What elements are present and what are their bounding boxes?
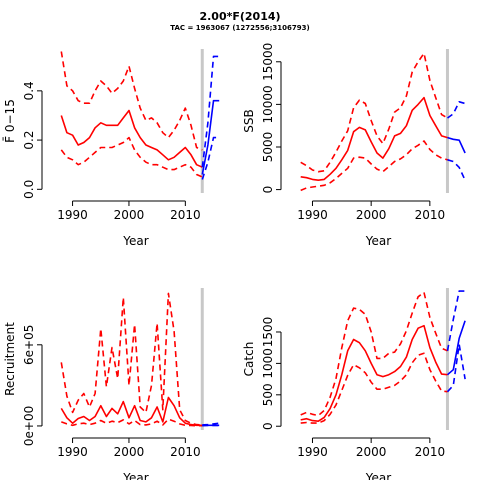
y-axis-label: Recruitment (3, 322, 17, 396)
x-tick-label: 2000 (114, 445, 145, 459)
series-hist-upper (60, 292, 203, 426)
y-tick-label: 0.2 (22, 131, 36, 150)
x-tick-label: 2010 (415, 208, 446, 222)
panel-recruitment: 1990 2000 2010 0e+00 6e+05 Year Recruitment (3, 288, 220, 480)
y-tick-label: 0.4 (22, 81, 36, 100)
x-tick-label: 2010 (170, 445, 201, 459)
series-proj-lower (447, 159, 466, 181)
y-axis-label: SSB (242, 109, 256, 132)
x-axis-label: Year (365, 471, 391, 480)
series-hist-lower (300, 140, 448, 192)
y-tick-label: 0.0 (22, 180, 36, 199)
series-hist-median (60, 109, 203, 168)
panel-ssb: 1990 2000 2010 0 5000 10000 15000 Year SSB (242, 43, 466, 248)
series-hist-median (300, 324, 448, 423)
y-tick-label: 0e+00 (22, 406, 36, 446)
series-proj-lower (446, 343, 466, 393)
series-proj-median (446, 320, 466, 376)
y-tick-label: 0 (261, 422, 275, 430)
x-axis-label: Year (122, 471, 148, 480)
x-axis-label: Year (365, 234, 391, 248)
y-tick-label: 15000 (261, 43, 275, 81)
y-tick-label: 500 (261, 383, 275, 406)
series-proj-upper (201, 55, 220, 168)
series-hist-lower (60, 136, 203, 178)
series-hist-upper (60, 51, 203, 151)
series-proj-median (201, 99, 220, 175)
series-proj-upper (202, 422, 220, 426)
x-tick-label: 1990 (57, 445, 88, 459)
series-proj-lower (201, 136, 220, 180)
y-axis-label: F̄ 0−15 (3, 99, 17, 143)
y-tick-label: 1500 (261, 317, 275, 348)
y-axis-label: Catch (242, 342, 256, 377)
figure-title: 2.00*F(2014) (199, 10, 281, 23)
series-hist-lower (300, 352, 448, 424)
x-tick-label: 2010 (415, 445, 446, 459)
x-tick-label: 2000 (356, 445, 387, 459)
x-axis-label: Year (122, 234, 148, 248)
series-proj-median (447, 136, 466, 154)
series-proj-upper (447, 101, 466, 119)
series-hist-median (60, 396, 203, 427)
y-tick-label: 10000 (261, 85, 275, 123)
series-hist-lower (61, 418, 203, 427)
x-tick-label: 1990 (297, 208, 328, 222)
x-tick-label: 2000 (114, 208, 145, 222)
figure-subtitle: TAC = 1963067 (1272556;3106793) (170, 24, 310, 32)
x-tick-label: 2000 (356, 208, 387, 222)
y-tick-label: 1000 (261, 348, 275, 379)
x-tick-label: 1990 (57, 208, 88, 222)
y-tick-label: 6e+05 (22, 325, 36, 365)
series-hist-median (300, 96, 448, 181)
x-tick-label: 2010 (170, 208, 201, 222)
y-tick-label: 5000 (261, 132, 275, 163)
x-tick-label: 1990 (297, 445, 328, 459)
series-hist-upper (300, 291, 448, 417)
series-hist-upper (300, 52, 448, 173)
series-proj-upper (446, 290, 466, 351)
y-tick-label: 0 (261, 186, 275, 194)
panel-fbar: 1990 2000 2010 0.0 0.2 0.4 Year F̄ 0−15 (3, 49, 220, 248)
